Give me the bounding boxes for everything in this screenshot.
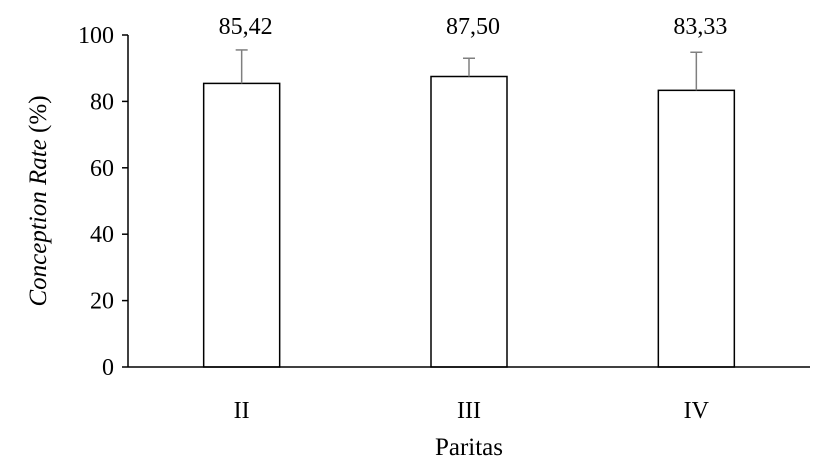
y-tick-label: 40 xyxy=(90,222,114,248)
error-bars-layer xyxy=(235,49,703,91)
y-axis-title-unit: (%) xyxy=(25,95,52,139)
data-label-ii: 85,42 xyxy=(219,14,273,40)
data-labels: 85,42 87,50 83,33 xyxy=(219,14,728,40)
bar-iv xyxy=(657,89,736,368)
y-axis-title-main: Conception Rate xyxy=(25,139,52,306)
x-tick-label-ii: II xyxy=(234,398,250,424)
data-label-iii: 87,50 xyxy=(446,14,500,40)
x-tick-labels: II III IV xyxy=(234,398,710,424)
y-axis-title: Conception Rate (%) xyxy=(25,95,52,306)
axes-layer xyxy=(127,35,810,368)
y-tick-label: 20 xyxy=(90,289,114,315)
bar-iii xyxy=(430,75,508,368)
x-axis-title: Paritas xyxy=(435,434,503,461)
bars-layer xyxy=(202,75,736,368)
x-tick-label-iv: IV xyxy=(684,398,710,424)
y-tick-label: 0 xyxy=(102,355,114,381)
bar-ii xyxy=(202,82,281,368)
y-tick-label: 80 xyxy=(90,89,114,115)
y-tick-label: 60 xyxy=(90,156,114,182)
y-tick-label: 100 xyxy=(78,23,114,49)
y-tick-labels: 0 20 40 60 80 100 xyxy=(78,23,128,381)
data-label-iv: 83,33 xyxy=(673,14,727,40)
x-tick-label-iii: III xyxy=(457,398,481,424)
